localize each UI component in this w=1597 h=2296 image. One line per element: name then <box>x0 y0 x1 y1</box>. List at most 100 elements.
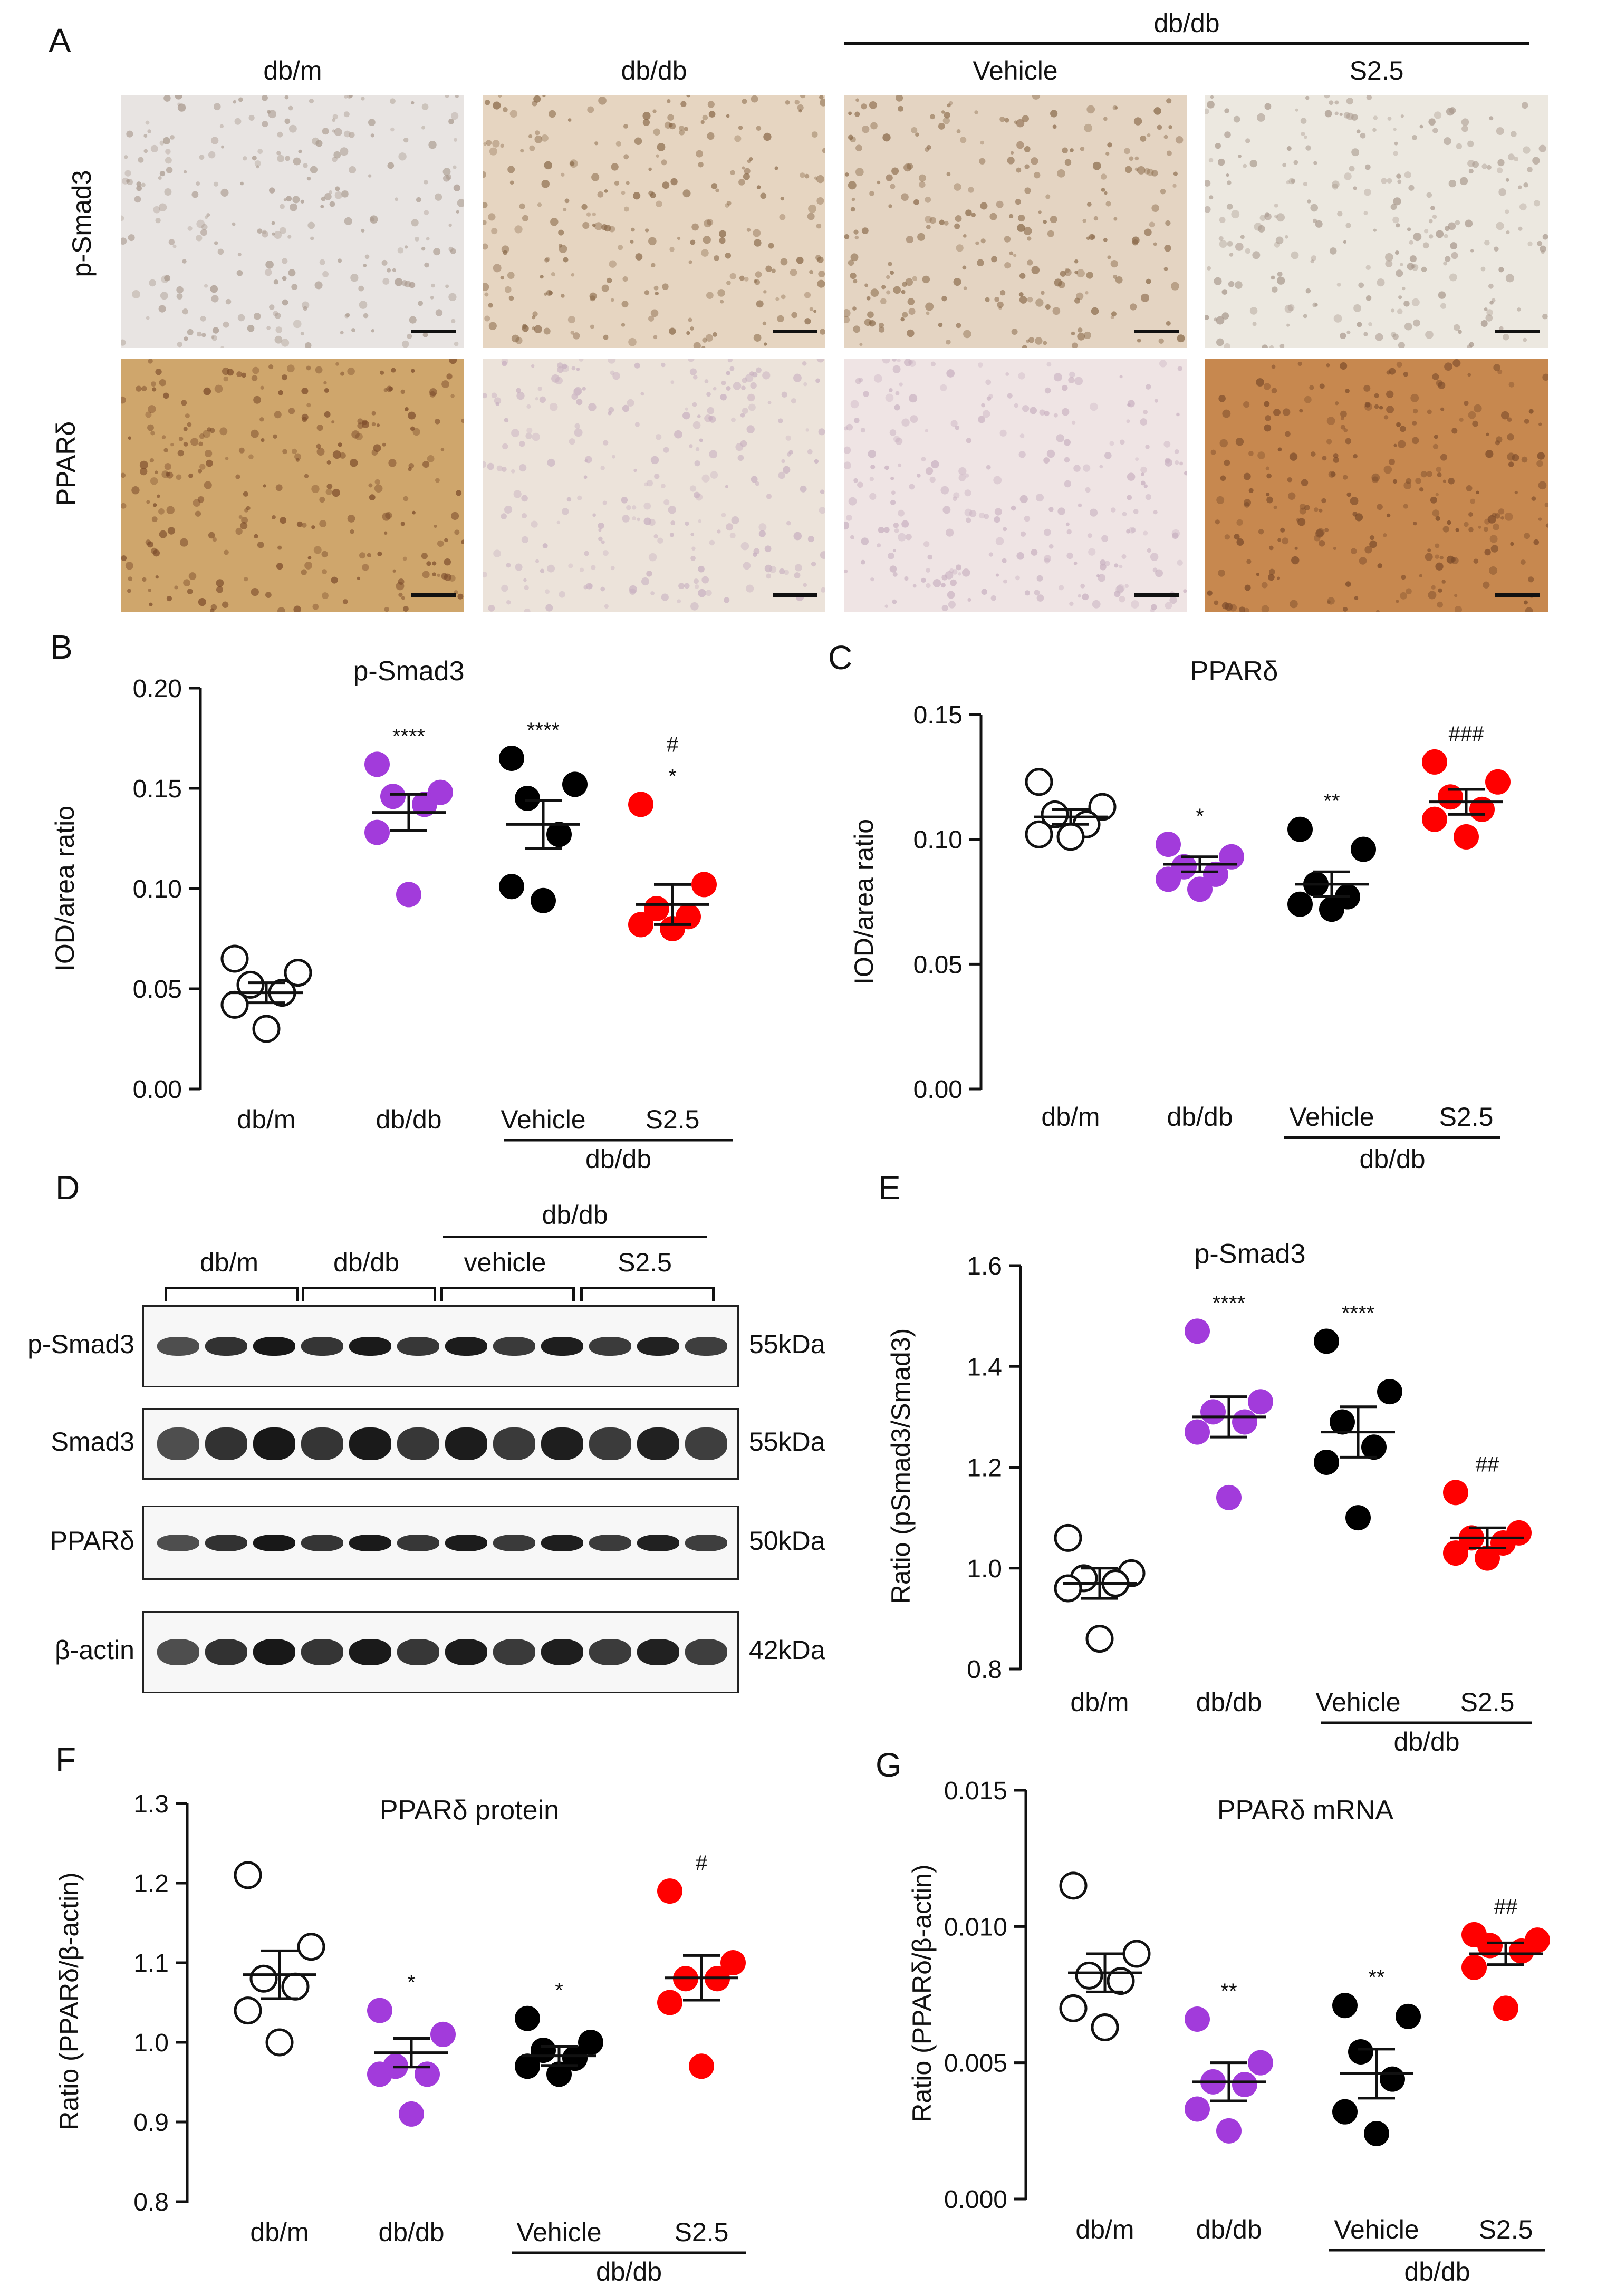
data-point-b <box>396 882 421 908</box>
blot-band <box>493 1639 535 1665</box>
blot-band <box>445 1337 487 1356</box>
significance-marker-b: * <box>668 765 677 788</box>
blot-band <box>685 1639 727 1665</box>
data-point-f <box>578 2030 603 2055</box>
blot-band <box>541 1337 583 1356</box>
data-point-b <box>236 970 265 999</box>
blot-kda-label: 42kDa <box>749 1635 825 1665</box>
significance-marker-f: * <box>407 1971 416 1994</box>
data-point-b <box>499 874 524 900</box>
scale-bar <box>773 593 817 597</box>
data-point-f <box>720 1950 746 1975</box>
data-point-b <box>628 912 653 938</box>
panel-a-col-dbm: db/m <box>263 56 322 85</box>
panel-d-group-label: db/db <box>542 1200 608 1230</box>
micrograph-texture <box>844 95 1185 348</box>
data-point-b <box>364 819 390 845</box>
data-point-g <box>1461 1954 1487 1980</box>
data-point-e <box>1248 1389 1273 1415</box>
significance-marker-c: ** <box>1323 790 1340 813</box>
significance-marker-e: **** <box>1213 1291 1245 1315</box>
micrograph-ppard-2 <box>844 359 1187 612</box>
significance-marker-f: # <box>696 1851 708 1875</box>
significance-marker-g: ## <box>1494 1895 1518 1918</box>
y-axis-label-c: IOD/area ratio <box>849 819 879 985</box>
data-point-f <box>297 1933 325 1961</box>
data-point-e <box>1361 1434 1387 1460</box>
blot-band <box>157 1534 199 1551</box>
blot-band <box>685 1337 727 1356</box>
data-point-g <box>1364 2121 1389 2146</box>
y-axis-label-f: Ratio (PPARδ/β-actin) <box>54 1872 84 2130</box>
blot-band <box>301 1534 343 1551</box>
micrograph-psmad3-1 <box>483 95 825 348</box>
data-point-g <box>1216 2118 1242 2144</box>
data-point-b <box>531 887 556 913</box>
x-category-label-g: Vehicle <box>1334 2215 1419 2244</box>
significance-marker-e: **** <box>1342 1301 1374 1325</box>
data-point-b <box>220 990 249 1019</box>
blot-row-label: Smad3 <box>51 1427 134 1456</box>
data-point-e <box>1232 1409 1257 1435</box>
blot-band <box>349 1427 391 1460</box>
panel-d-letter: D <box>55 1169 80 1207</box>
blot-group-label: vehicle <box>464 1248 546 1277</box>
data-point-g <box>1509 1938 1534 1964</box>
blot-group-label: db/db <box>333 1248 400 1277</box>
data-point-e <box>1330 1409 1355 1435</box>
panel-a-group-label: db/db <box>1153 8 1220 38</box>
micrograph-psmad3-0 <box>121 95 464 348</box>
data-point-g <box>1477 1933 1503 1959</box>
data-point-f <box>657 1990 682 2015</box>
chart-title-g: PPARδ mRNA <box>1217 1795 1394 1826</box>
y-axis-label-g: Ratio (PPARδ/β-actin) <box>907 1864 937 2122</box>
blot-kda-label: 55kDa <box>749 1329 825 1359</box>
x-category-label-f: db/m <box>250 2217 309 2247</box>
panel-a-col-dbdb: db/db <box>621 56 687 85</box>
data-point-e <box>1216 1484 1242 1510</box>
blot-kda-label: 55kDa <box>749 1427 825 1456</box>
micrograph-texture <box>1205 95 1548 348</box>
data-point-g <box>1396 2003 1421 2029</box>
micrograph-texture <box>483 95 825 348</box>
y-tick-label-f: 1.1 <box>133 1950 169 1977</box>
x-category-label-b: db/db <box>376 1105 441 1134</box>
blot-band <box>205 1534 247 1551</box>
blot-strip <box>142 1305 739 1387</box>
blot-band <box>589 1337 631 1356</box>
blot-kda-label: 50kDa <box>749 1526 825 1556</box>
data-point-e <box>1054 1523 1082 1552</box>
data-point-c <box>1287 891 1313 917</box>
y-tick-label-b: 0.10 <box>133 875 182 903</box>
data-point-g <box>1059 1994 1088 2022</box>
group-label-e: db/db <box>1393 1727 1459 1757</box>
x-category-label-g: S2.5 <box>1479 2215 1533 2244</box>
blot-band <box>205 1639 247 1665</box>
data-point-f <box>249 1964 278 1993</box>
scale-bar <box>411 593 456 597</box>
y-tick-label-g: 0.015 <box>944 1777 1007 1805</box>
y-tick-label-c: 0.10 <box>913 826 963 854</box>
group-label-g: db/db <box>1404 2257 1470 2287</box>
blot-band <box>205 1427 247 1460</box>
data-point-f <box>367 1998 392 2023</box>
data-point-e <box>1185 1318 1210 1344</box>
panel-a-group-line <box>844 42 1529 45</box>
blot-band <box>493 1337 535 1356</box>
blot-strip <box>142 1506 739 1580</box>
panel-b-letter: B <box>50 628 73 666</box>
y-tick-label-e: 1.4 <box>967 1353 1002 1381</box>
blot-band <box>541 1639 583 1665</box>
panel-g-letter: G <box>876 1746 902 1784</box>
data-point-f <box>515 2005 540 2031</box>
micrograph-texture <box>121 359 464 612</box>
data-point-b <box>660 916 685 941</box>
data-point-b <box>412 792 437 817</box>
data-point-f <box>234 1996 262 2025</box>
micrograph-psmad3-3 <box>1205 95 1548 348</box>
blot-band <box>349 1534 391 1551</box>
significance-marker-g: ** <box>1220 1980 1237 2003</box>
data-point-f <box>546 2061 572 2087</box>
blot-band <box>157 1337 199 1356</box>
data-point-f <box>281 1972 310 2001</box>
